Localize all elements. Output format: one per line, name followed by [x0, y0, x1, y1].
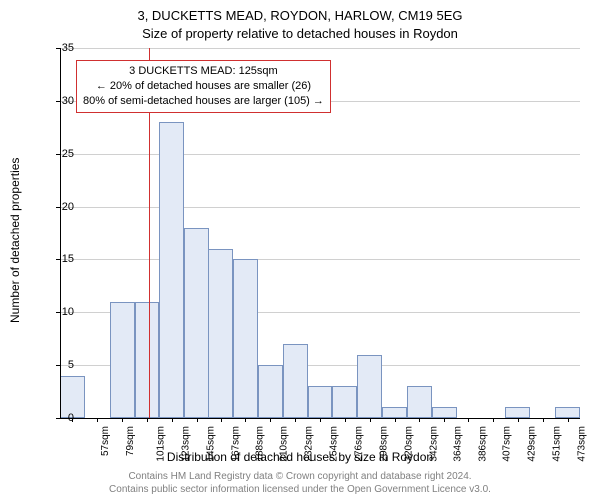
- x-tick-mark: [468, 418, 469, 422]
- y-tick-label: 20: [54, 201, 74, 213]
- chart-footnote: Contains HM Land Registry data © Crown c…: [0, 470, 600, 496]
- x-tick-mark: [444, 418, 445, 422]
- gridline: [60, 207, 580, 208]
- x-tick-mark: [245, 418, 246, 422]
- chart-container: 3, DUCKETTS MEAD, ROYDON, HARLOW, CM19 5…: [0, 0, 600, 500]
- histogram-bar: [432, 407, 457, 418]
- y-tick-label: 35: [54, 42, 74, 54]
- histogram-bar: [258, 365, 283, 418]
- footnote-line2: Contains public sector information licen…: [109, 484, 491, 495]
- x-tick-mark: [97, 418, 98, 422]
- x-tick-mark: [122, 418, 123, 422]
- histogram-bar: [135, 302, 160, 418]
- x-tick-mark: [518, 418, 519, 422]
- histogram-bar: [233, 259, 258, 418]
- histogram-bar: [159, 122, 184, 418]
- histogram-bar: [283, 344, 308, 418]
- y-tick-label: 30: [54, 95, 74, 107]
- x-tick-mark: [172, 418, 173, 422]
- annotation-line1: 3 DUCKETTS MEAD: 125sqm: [83, 64, 324, 79]
- footnote-line1: Contains HM Land Registry data © Crown c…: [128, 471, 471, 482]
- x-tick-mark: [147, 418, 148, 422]
- x-tick-mark: [543, 418, 544, 422]
- x-tick-mark: [395, 418, 396, 422]
- x-tick-mark: [345, 418, 346, 422]
- histogram-bar: [308, 386, 333, 418]
- gridline: [60, 259, 580, 260]
- annotation-line2: ← 20% of detached houses are smaller (26…: [83, 79, 324, 94]
- x-axis-label: Distribution of detached houses by size …: [0, 450, 600, 464]
- x-tick-mark: [568, 418, 569, 422]
- y-tick-label: 15: [54, 253, 74, 265]
- chart-title-main: 3, DUCKETTS MEAD, ROYDON, HARLOW, CM19 5…: [0, 8, 600, 23]
- x-tick-mark: [270, 418, 271, 422]
- annotation-line3: 80% of semi-detached houses are larger (…: [83, 94, 324, 109]
- y-tick-label: 25: [54, 148, 74, 160]
- gridline: [60, 48, 580, 49]
- histogram-bar: [357, 355, 382, 418]
- y-tick-label: 5: [54, 359, 74, 371]
- histogram-bar: [184, 228, 209, 418]
- x-tick-mark: [419, 418, 420, 422]
- histogram-bar: [555, 407, 580, 418]
- x-tick-mark: [493, 418, 494, 422]
- histogram-bar: [110, 302, 135, 418]
- y-tick-label: 10: [54, 306, 74, 318]
- histogram-bar: [505, 407, 530, 418]
- y-axis-label: Number of detached properties: [8, 158, 22, 323]
- annotation-box: 3 DUCKETTS MEAD: 125sqm ← 20% of detache…: [76, 60, 331, 113]
- x-tick-mark: [221, 418, 222, 422]
- histogram-bar: [382, 407, 407, 418]
- x-tick-mark: [320, 418, 321, 422]
- y-tick-label: 0: [54, 412, 74, 424]
- x-tick-mark: [197, 418, 198, 422]
- x-tick-mark: [370, 418, 371, 422]
- chart-title-sub: Size of property relative to detached ho…: [0, 26, 600, 41]
- x-tick-mark: [72, 418, 73, 422]
- x-tick-mark: [295, 418, 296, 422]
- histogram-bar: [407, 386, 432, 418]
- histogram-bar: [332, 386, 357, 418]
- histogram-bar: [208, 249, 233, 418]
- gridline: [60, 154, 580, 155]
